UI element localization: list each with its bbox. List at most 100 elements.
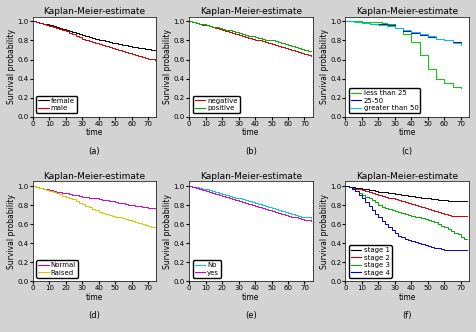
female xyxy=(43,22,49,26)
Raised xyxy=(37,186,42,190)
stage 1 xyxy=(425,197,431,201)
positive xyxy=(272,40,278,43)
positive xyxy=(213,25,218,29)
Raised xyxy=(132,220,138,224)
stage 4 xyxy=(418,242,424,246)
Raised xyxy=(152,225,158,229)
male xyxy=(46,24,52,28)
negative xyxy=(186,20,192,24)
No xyxy=(186,184,192,188)
Raised xyxy=(92,208,98,212)
Y-axis label: Survival probability: Survival probability xyxy=(7,194,16,269)
25-50 xyxy=(433,37,439,41)
Normal xyxy=(112,200,118,204)
stage 2 xyxy=(389,197,395,201)
male xyxy=(142,56,148,60)
less than 25 xyxy=(425,67,431,71)
yes xyxy=(242,201,248,205)
stage 3 xyxy=(441,225,447,229)
stage 1 xyxy=(405,194,411,198)
No xyxy=(298,214,304,218)
stage 1 xyxy=(422,197,427,201)
female xyxy=(69,30,75,34)
Normal xyxy=(149,206,154,210)
negative xyxy=(232,32,238,36)
male xyxy=(50,25,55,29)
stage 4 xyxy=(405,238,411,242)
stage 2 xyxy=(461,213,467,217)
stage 3 xyxy=(392,209,398,213)
male xyxy=(60,28,65,32)
stage 1 xyxy=(366,188,371,192)
stage 4 xyxy=(343,184,348,188)
female xyxy=(135,46,141,50)
Text: (a): (a) xyxy=(89,146,100,156)
stage 2 xyxy=(441,212,447,216)
stage 4 xyxy=(366,204,371,208)
positive xyxy=(193,21,198,25)
female xyxy=(37,21,42,25)
positive xyxy=(302,48,307,52)
Normal xyxy=(63,191,69,195)
negative xyxy=(262,41,268,44)
Y-axis label: Survival probability: Survival probability xyxy=(163,29,172,104)
negative xyxy=(239,34,245,38)
greater than 50 xyxy=(367,22,373,26)
25-50 xyxy=(400,29,406,33)
positive xyxy=(249,34,255,38)
greater than 50 xyxy=(400,28,406,32)
stage 1 xyxy=(441,198,447,202)
Raised xyxy=(63,195,69,199)
25-50 xyxy=(425,35,431,39)
positive xyxy=(298,47,304,51)
less than 25 xyxy=(392,26,398,30)
female xyxy=(86,35,92,39)
stage 4 xyxy=(376,215,381,219)
greater than 50 xyxy=(384,24,389,28)
stage 3 xyxy=(398,211,404,215)
less than 25 xyxy=(458,86,464,90)
female xyxy=(33,21,39,25)
stage 1 xyxy=(343,184,348,188)
Raised xyxy=(79,202,85,206)
positive xyxy=(199,22,205,26)
25-50 xyxy=(343,20,348,24)
Normal xyxy=(142,205,148,209)
No xyxy=(295,213,301,217)
Raised xyxy=(99,211,105,215)
25-50 xyxy=(351,21,357,25)
No xyxy=(246,199,251,203)
Normal xyxy=(37,186,42,190)
stage 3 xyxy=(362,195,368,199)
Y-axis label: Survival probability: Survival probability xyxy=(320,29,328,104)
negative xyxy=(285,47,291,51)
Normal xyxy=(106,199,111,203)
male xyxy=(119,49,125,53)
less than 25 xyxy=(379,21,385,25)
stage 3 xyxy=(346,185,352,189)
Text: (c): (c) xyxy=(402,146,413,156)
negative xyxy=(216,27,222,31)
Raised xyxy=(126,218,131,222)
female xyxy=(76,32,82,36)
stage 3 xyxy=(451,231,457,235)
yes xyxy=(282,212,288,216)
less than 25 xyxy=(408,41,414,44)
stage 1 xyxy=(438,198,444,202)
greater than 50 xyxy=(458,43,464,47)
No xyxy=(272,207,278,211)
stage 2 xyxy=(448,213,454,217)
stage 1 xyxy=(346,185,352,189)
Raised xyxy=(112,214,118,218)
stage 4 xyxy=(386,225,391,229)
male xyxy=(149,56,154,60)
less than 25 xyxy=(367,21,373,25)
Line: negative: negative xyxy=(189,22,311,56)
Line: No: No xyxy=(189,186,311,218)
less than 25 xyxy=(441,81,447,85)
positive xyxy=(232,30,238,34)
No xyxy=(288,212,294,216)
Raised xyxy=(43,188,49,192)
negative xyxy=(203,23,208,27)
Raised xyxy=(119,216,125,220)
